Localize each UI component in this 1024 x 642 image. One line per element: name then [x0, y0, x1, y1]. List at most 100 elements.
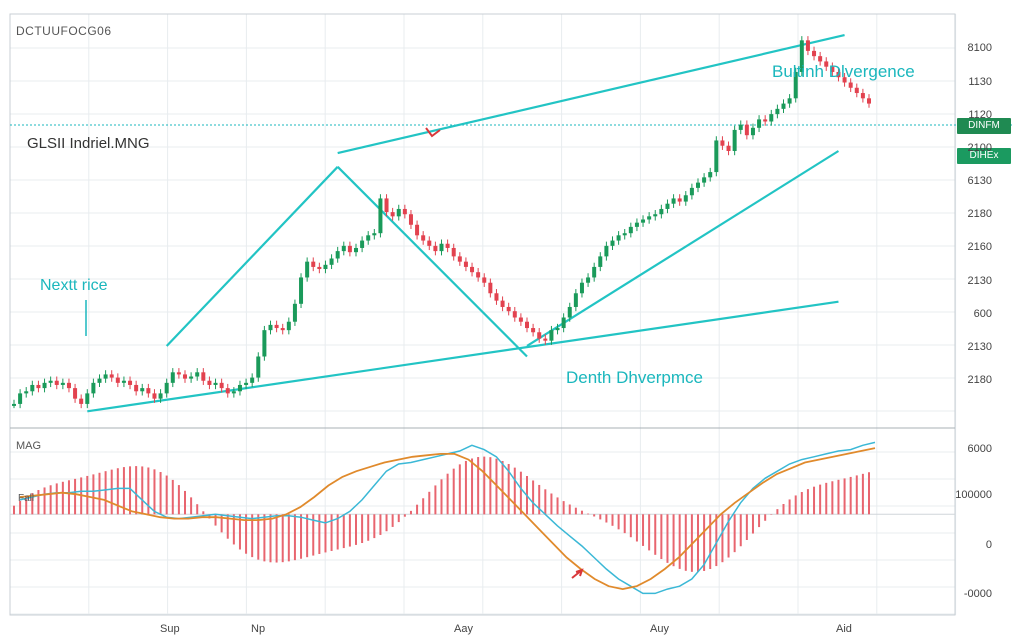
macd-bar: [342, 514, 345, 549]
candle-body: [848, 82, 853, 88]
candle-body: [280, 328, 285, 331]
candle-body: [586, 277, 591, 283]
candle-body: [653, 214, 658, 217]
macd-bar: [281, 514, 284, 563]
macd-bar: [623, 514, 626, 534]
macd-bar: [110, 469, 113, 515]
candle-body: [488, 282, 493, 294]
macd-bar: [147, 467, 150, 515]
macd-bar: [556, 497, 559, 515]
macd-bar: [336, 514, 339, 550]
macd-bar: [440, 479, 443, 515]
candle-body: [390, 212, 395, 217]
candles: [12, 36, 871, 409]
macd-bar: [74, 478, 77, 515]
macd-bar: [355, 514, 357, 545]
price-axis-label: 2130: [967, 275, 992, 287]
candle-body: [91, 382, 96, 394]
macd-bar: [67, 480, 70, 515]
candle-body: [830, 66, 835, 72]
candle-body: [48, 380, 53, 383]
macd-bar: [697, 514, 699, 572]
macd-bar: [678, 514, 681, 569]
candle-body: [36, 384, 41, 389]
candle-body: [256, 356, 261, 378]
candle-body: [610, 240, 615, 246]
macd-axis-label: -0000: [963, 588, 992, 600]
macd-bar: [489, 457, 492, 515]
ticker-label: DCTUUFOCG06: [16, 24, 112, 38]
candle-body: [121, 380, 126, 383]
macd-bar: [324, 514, 327, 553]
plot-frame: [9, 13, 956, 616]
macd-bar: [458, 464, 461, 515]
macd-bar: [501, 460, 504, 515]
candle-body: [750, 127, 755, 136]
candle-body: [525, 321, 529, 329]
macd-bar: [593, 514, 596, 517]
candle-body: [537, 332, 542, 339]
candle-body: [372, 233, 377, 236]
macd-bar: [116, 468, 119, 515]
candle-body: [109, 374, 114, 378]
macd-axis-label: 100000: [955, 489, 992, 501]
macd-bar: [238, 514, 241, 550]
macd-bar: [263, 514, 266, 562]
candle-body: [85, 393, 90, 404]
macd-bar: [385, 514, 388, 532]
candle-body: [757, 119, 762, 128]
candle-body: [531, 328, 536, 333]
macd-bar: [751, 514, 754, 534]
x-axis-label: Aay: [454, 623, 473, 635]
candle-body: [818, 56, 823, 62]
macd-bar: [868, 472, 870, 515]
candle-body: [286, 321, 291, 331]
candle-body: [854, 87, 859, 94]
macd-bar: [782, 504, 785, 515]
candle-body: [225, 388, 230, 394]
candle-body: [219, 382, 224, 389]
candle-body: [433, 245, 438, 252]
candle-body: [195, 372, 200, 377]
price-axis-label: 6130: [967, 175, 992, 187]
macd-bar: [293, 514, 296, 561]
macd-bar: [727, 514, 730, 558]
candle-body: [634, 222, 639, 227]
macd-bar: [599, 514, 602, 520]
macd-bar: [452, 468, 455, 515]
macd-mini-label: Fall: [18, 493, 35, 504]
macd-bar: [800, 492, 803, 515]
macd-bar: [446, 473, 449, 515]
candle-body: [115, 377, 120, 383]
candle-body: [683, 195, 688, 202]
macd-bar: [300, 514, 303, 559]
candle-body: [408, 214, 413, 225]
macd-bar: [13, 505, 15, 515]
macd-bar: [391, 514, 394, 527]
candle-body: [598, 256, 603, 267]
macd-bar: [544, 489, 547, 515]
macd-bar: [184, 490, 186, 515]
macd-bar: [825, 482, 828, 515]
macd-bar: [61, 481, 64, 515]
candle-body: [677, 198, 682, 202]
candle-body: [250, 377, 255, 383]
trendlines: [87, 34, 845, 413]
macd-bar: [122, 467, 125, 515]
macd-bar: [269, 514, 272, 563]
macd-bar: [428, 491, 431, 515]
price-axis-label: 1130: [968, 76, 992, 88]
candle-body: [207, 380, 212, 385]
candle-body: [103, 374, 108, 379]
candle-body: [415, 224, 420, 236]
candle-body: [805, 40, 810, 51]
lower-support-line: [87, 300, 839, 413]
macd-bar: [129, 466, 132, 515]
candle-body: [689, 187, 694, 196]
candle-body: [42, 382, 47, 389]
macd-bar: [739, 514, 742, 547]
x-axis-label: Auy: [650, 623, 669, 635]
candle-body: [616, 235, 621, 241]
macd-bar: [532, 480, 535, 515]
candle-body: [213, 382, 218, 385]
